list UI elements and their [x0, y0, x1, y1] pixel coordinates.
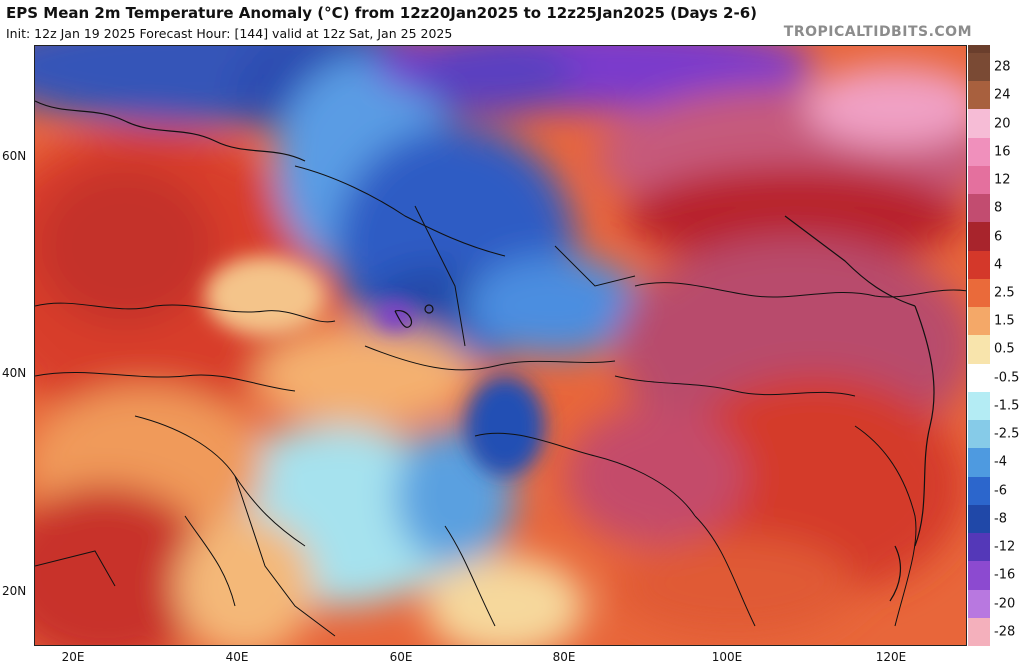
colorbar-level: -0.5	[968, 363, 1024, 392]
colorbar-level: -2.5	[968, 420, 1024, 449]
colorbar-label: 4	[994, 257, 1003, 273]
colorbar-level: -16	[968, 561, 1024, 590]
colorbar-swatch	[968, 363, 990, 392]
map-title: EPS Mean 2m Temperature Anomaly (°C) fro…	[6, 4, 758, 22]
colorbar-swatch	[968, 307, 990, 336]
colorbar-label: -6	[994, 483, 1007, 499]
lon-label-120e: 120E	[875, 650, 907, 664]
map-canvas	[35, 46, 966, 645]
colorbar-level: 8	[968, 194, 1024, 223]
colorbar-label: 8	[994, 200, 1003, 216]
lat-label-40n: 40N	[2, 366, 27, 380]
colorbar-swatch	[968, 137, 990, 166]
colorbar-level: 28	[968, 53, 1024, 82]
colorbar-swatch	[968, 335, 990, 364]
colorbar-swatch	[968, 476, 990, 505]
site-credit[interactable]: TROPICALTIDBITS.COM	[783, 24, 972, 40]
colorbar-swatch	[968, 617, 990, 646]
colorbar-level: 24	[968, 81, 1024, 110]
colorbar-swatch	[968, 222, 990, 251]
colorbar-swatch	[968, 194, 990, 223]
colorbar-label: 20	[994, 116, 1011, 132]
lon-label-100e: 100E	[711, 650, 743, 664]
colorbar-label: -1.5	[994, 398, 1020, 414]
colorbar-level: -12	[968, 533, 1024, 562]
colorbar-label: 24	[994, 87, 1011, 103]
colorbar-label: -16	[994, 567, 1016, 583]
colorbar-level: -8	[968, 504, 1024, 534]
colorbar-swatch	[968, 448, 990, 477]
lon-label-80e: 80E	[552, 650, 576, 664]
colorbar-label: 2.5	[994, 285, 1015, 301]
colorbar-level: -28	[968, 617, 1024, 646]
colorbar-level: -4	[968, 448, 1024, 477]
colorbar-label: 16	[994, 144, 1011, 160]
colorbar-swatch	[968, 420, 990, 449]
colorbar-label: 12	[994, 172, 1011, 188]
colorbar-swatch	[968, 45, 990, 53]
colorbar-level: 20	[968, 109, 1024, 138]
colorbar-level: 2.5	[968, 278, 1024, 308]
colorbar-label: -12	[994, 539, 1016, 555]
colorbar-label: -2.5	[994, 426, 1020, 442]
colorbar-level: 6	[968, 222, 1024, 251]
color-scale-legend: 28 24 20 16 12 8 6 4 2.5 1.5 0.5 -0.5 -1.5 -2.5 -4 -6 -8…	[968, 45, 1024, 646]
lon-label-40e: 40E	[225, 650, 249, 664]
colorbar-swatch	[968, 278, 990, 308]
colorbar-swatch	[968, 165, 990, 195]
colorbar-label: 1.5	[994, 313, 1015, 329]
map-subtitle: Init: 12z Jan 19 2025 Forecast Hour: [14…	[6, 26, 453, 41]
colorbar-label: -8	[994, 511, 1007, 527]
lon-label-20e: 20E	[61, 650, 85, 664]
colorbar-level: -6	[968, 476, 1024, 505]
temperature-anomaly-map	[34, 45, 967, 646]
lat-label-20n: 20N	[2, 584, 27, 598]
colorbar-label: -28	[994, 624, 1016, 640]
colorbar-level: -20	[968, 589, 1024, 618]
colorbar-level: 4	[968, 250, 1024, 279]
colorbar-swatch	[968, 81, 990, 110]
coastlines	[35, 100, 935, 602]
colorbar-level: 1.5	[968, 307, 1024, 336]
colorbar-level: 16	[968, 137, 1024, 166]
colorbar-label: -0.5	[994, 370, 1020, 386]
colorbar-label: 28	[994, 59, 1011, 75]
colorbar-top-cap	[968, 45, 1024, 53]
colorbar-label: -20	[994, 596, 1016, 612]
borders	[35, 165, 966, 637]
colorbar-level: -1.5	[968, 391, 1024, 421]
colorbar-swatch	[968, 53, 990, 82]
colorbar-label: 0.5	[994, 341, 1015, 357]
lon-label-60e: 60E	[389, 650, 413, 664]
colorbar-swatch	[968, 589, 990, 618]
colorbar-swatch	[968, 391, 990, 421]
colorbar-swatch	[968, 561, 990, 590]
colorbar-level: 12	[968, 165, 1024, 195]
lat-label-60n: 60N	[2, 149, 27, 163]
colorbar-label: 6	[994, 229, 1003, 245]
colorbar-swatch	[968, 533, 990, 562]
colorbar-swatch	[968, 504, 990, 534]
colorbar-swatch	[968, 250, 990, 279]
colorbar-swatch	[968, 109, 990, 138]
colorbar-label: -4	[994, 454, 1007, 470]
colorbar-level: 0.5	[968, 335, 1024, 364]
